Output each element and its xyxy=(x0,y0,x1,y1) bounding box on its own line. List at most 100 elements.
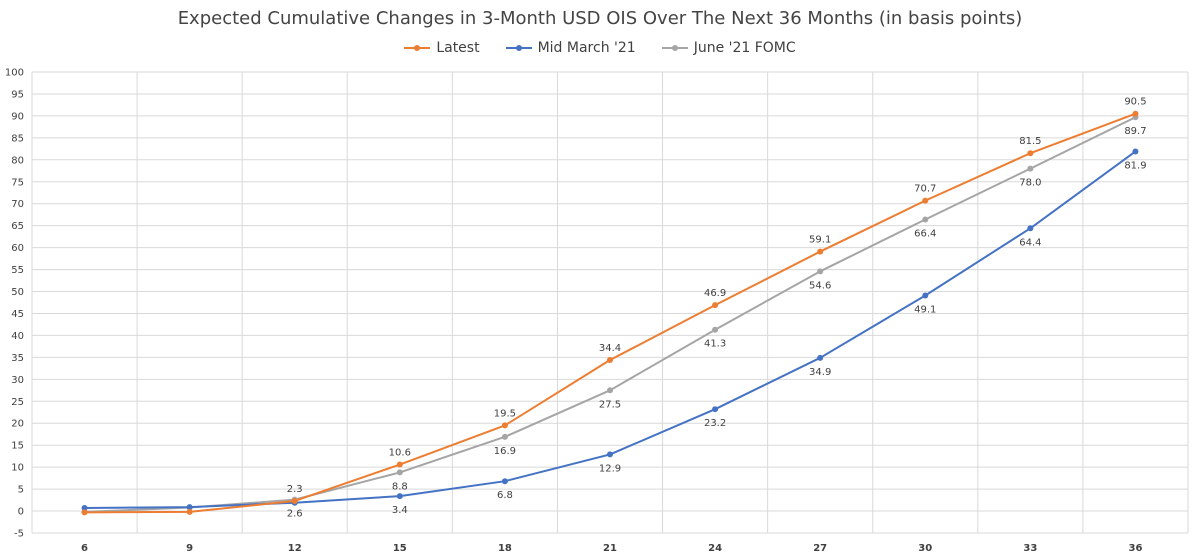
legend-label-latest: Latest xyxy=(436,40,480,56)
data-label: 54.6 xyxy=(809,280,831,291)
data-label: 16.9 xyxy=(494,446,516,457)
data-point xyxy=(396,461,403,468)
data-point xyxy=(186,508,193,515)
legend-label-june-fomc: June '21 FOMC xyxy=(693,40,796,56)
data-point xyxy=(817,268,824,275)
y-tick-label: 100 xyxy=(5,68,24,79)
data-label: 46.9 xyxy=(704,288,726,299)
x-tick-label: 36 xyxy=(1128,543,1142,554)
y-tick-label: 5 xyxy=(18,485,24,496)
data-label: 78.0 xyxy=(1019,178,1041,189)
y-tick-label: 0 xyxy=(18,507,24,518)
data-point xyxy=(607,451,613,458)
y-tick-label: 70 xyxy=(11,199,24,210)
data-point xyxy=(1132,148,1139,155)
data-label: 2.6 xyxy=(287,509,303,520)
data-point xyxy=(817,354,824,361)
y-tick-label: 75 xyxy=(11,177,24,188)
legend: Latest Mid March '21 June '21 FOMC xyxy=(0,40,1200,56)
data-label: 6.8 xyxy=(497,490,513,501)
data-point xyxy=(396,493,403,500)
y-tick-label: 65 xyxy=(11,221,24,232)
data-label: 34.9 xyxy=(809,367,831,378)
y-tick-label: 60 xyxy=(11,243,24,254)
data-point xyxy=(501,433,508,440)
data-label: 10.6 xyxy=(389,448,411,459)
data-point xyxy=(922,216,929,223)
y-tick-label: 25 xyxy=(11,397,24,408)
data-label: 81.9 xyxy=(1124,160,1146,171)
x-tick-label: 33 xyxy=(1023,543,1037,554)
data-label: 2.3 xyxy=(287,484,303,495)
legend-item-mid-march: Mid March '21 xyxy=(505,40,636,56)
data-label: 27.5 xyxy=(599,399,621,410)
data-label: 64.4 xyxy=(1019,237,1041,248)
chart-title: Expected Cumulative Changes in 3-Month U… xyxy=(177,8,1023,29)
x-tick-label: 24 xyxy=(708,543,722,554)
data-label: 49.1 xyxy=(914,304,936,315)
y-tick-label: -5 xyxy=(14,529,24,540)
data-point xyxy=(501,422,508,429)
y-tick-label: 15 xyxy=(11,441,24,452)
data-label: 41.3 xyxy=(704,339,726,350)
y-tick-label: 90 xyxy=(11,111,24,122)
legend-label-mid-march: Mid March '21 xyxy=(537,40,636,56)
y-tick-label: 20 xyxy=(11,419,24,430)
data-point xyxy=(712,302,719,309)
x-tick-label: 27 xyxy=(813,543,827,554)
data-label: 3.4 xyxy=(392,505,408,516)
legend-item-june-fomc: June '21 FOMC xyxy=(661,40,796,56)
data-point xyxy=(81,509,88,516)
data-point xyxy=(81,504,88,511)
data-point xyxy=(291,497,298,504)
y-tick-label: 50 xyxy=(11,287,24,298)
data-point xyxy=(607,357,613,364)
data-point xyxy=(712,406,719,413)
data-label: 66.4 xyxy=(914,229,936,240)
x-tick-label: 15 xyxy=(393,543,407,554)
y-tick-label: 80 xyxy=(11,155,24,166)
data-label: 70.7 xyxy=(914,184,936,195)
y-tick-label: 95 xyxy=(11,89,24,100)
data-label: 89.7 xyxy=(1124,126,1146,137)
data-label: 8.8 xyxy=(392,481,408,492)
data-point xyxy=(186,504,193,511)
data-point xyxy=(922,197,929,204)
y-tick-label: 45 xyxy=(11,309,24,320)
legend-item-latest: Latest xyxy=(404,40,480,56)
data-point xyxy=(501,478,508,485)
data-label: 19.5 xyxy=(494,408,516,419)
legend-swatch-june-fomc xyxy=(661,45,688,51)
data-point xyxy=(607,387,613,394)
data-label: 81.5 xyxy=(1019,136,1041,147)
x-tick-label: 12 xyxy=(288,543,302,554)
data-point xyxy=(712,326,719,333)
y-tick-label: 55 xyxy=(11,265,24,276)
data-label: 23.2 xyxy=(704,418,726,429)
data-label: 90.5 xyxy=(1124,97,1146,108)
x-tick-label: 18 xyxy=(498,543,512,554)
data-label: 12.9 xyxy=(599,463,621,474)
x-tick-label: 21 xyxy=(603,543,617,554)
data-point xyxy=(1027,225,1034,232)
y-tick-label: 85 xyxy=(11,133,24,144)
legend-swatch-latest xyxy=(404,45,431,51)
data-point xyxy=(1132,110,1139,117)
y-tick-label: 30 xyxy=(11,375,24,386)
x-tick-label: 9 xyxy=(186,543,193,554)
data-label: 59.1 xyxy=(809,235,831,246)
x-tick-label: 6 xyxy=(81,543,88,554)
data-point xyxy=(1027,150,1034,157)
data-point xyxy=(922,292,929,299)
y-tick-label: 35 xyxy=(11,353,24,364)
y-tick-label: 10 xyxy=(11,463,24,474)
data-label: 34.4 xyxy=(599,343,621,354)
data-point xyxy=(817,248,824,255)
x-tick-label: 30 xyxy=(918,543,932,554)
legend-swatch-mid-march xyxy=(505,45,532,51)
data-point xyxy=(1027,165,1034,172)
y-tick-label: 40 xyxy=(11,331,24,342)
data-point xyxy=(396,469,403,476)
